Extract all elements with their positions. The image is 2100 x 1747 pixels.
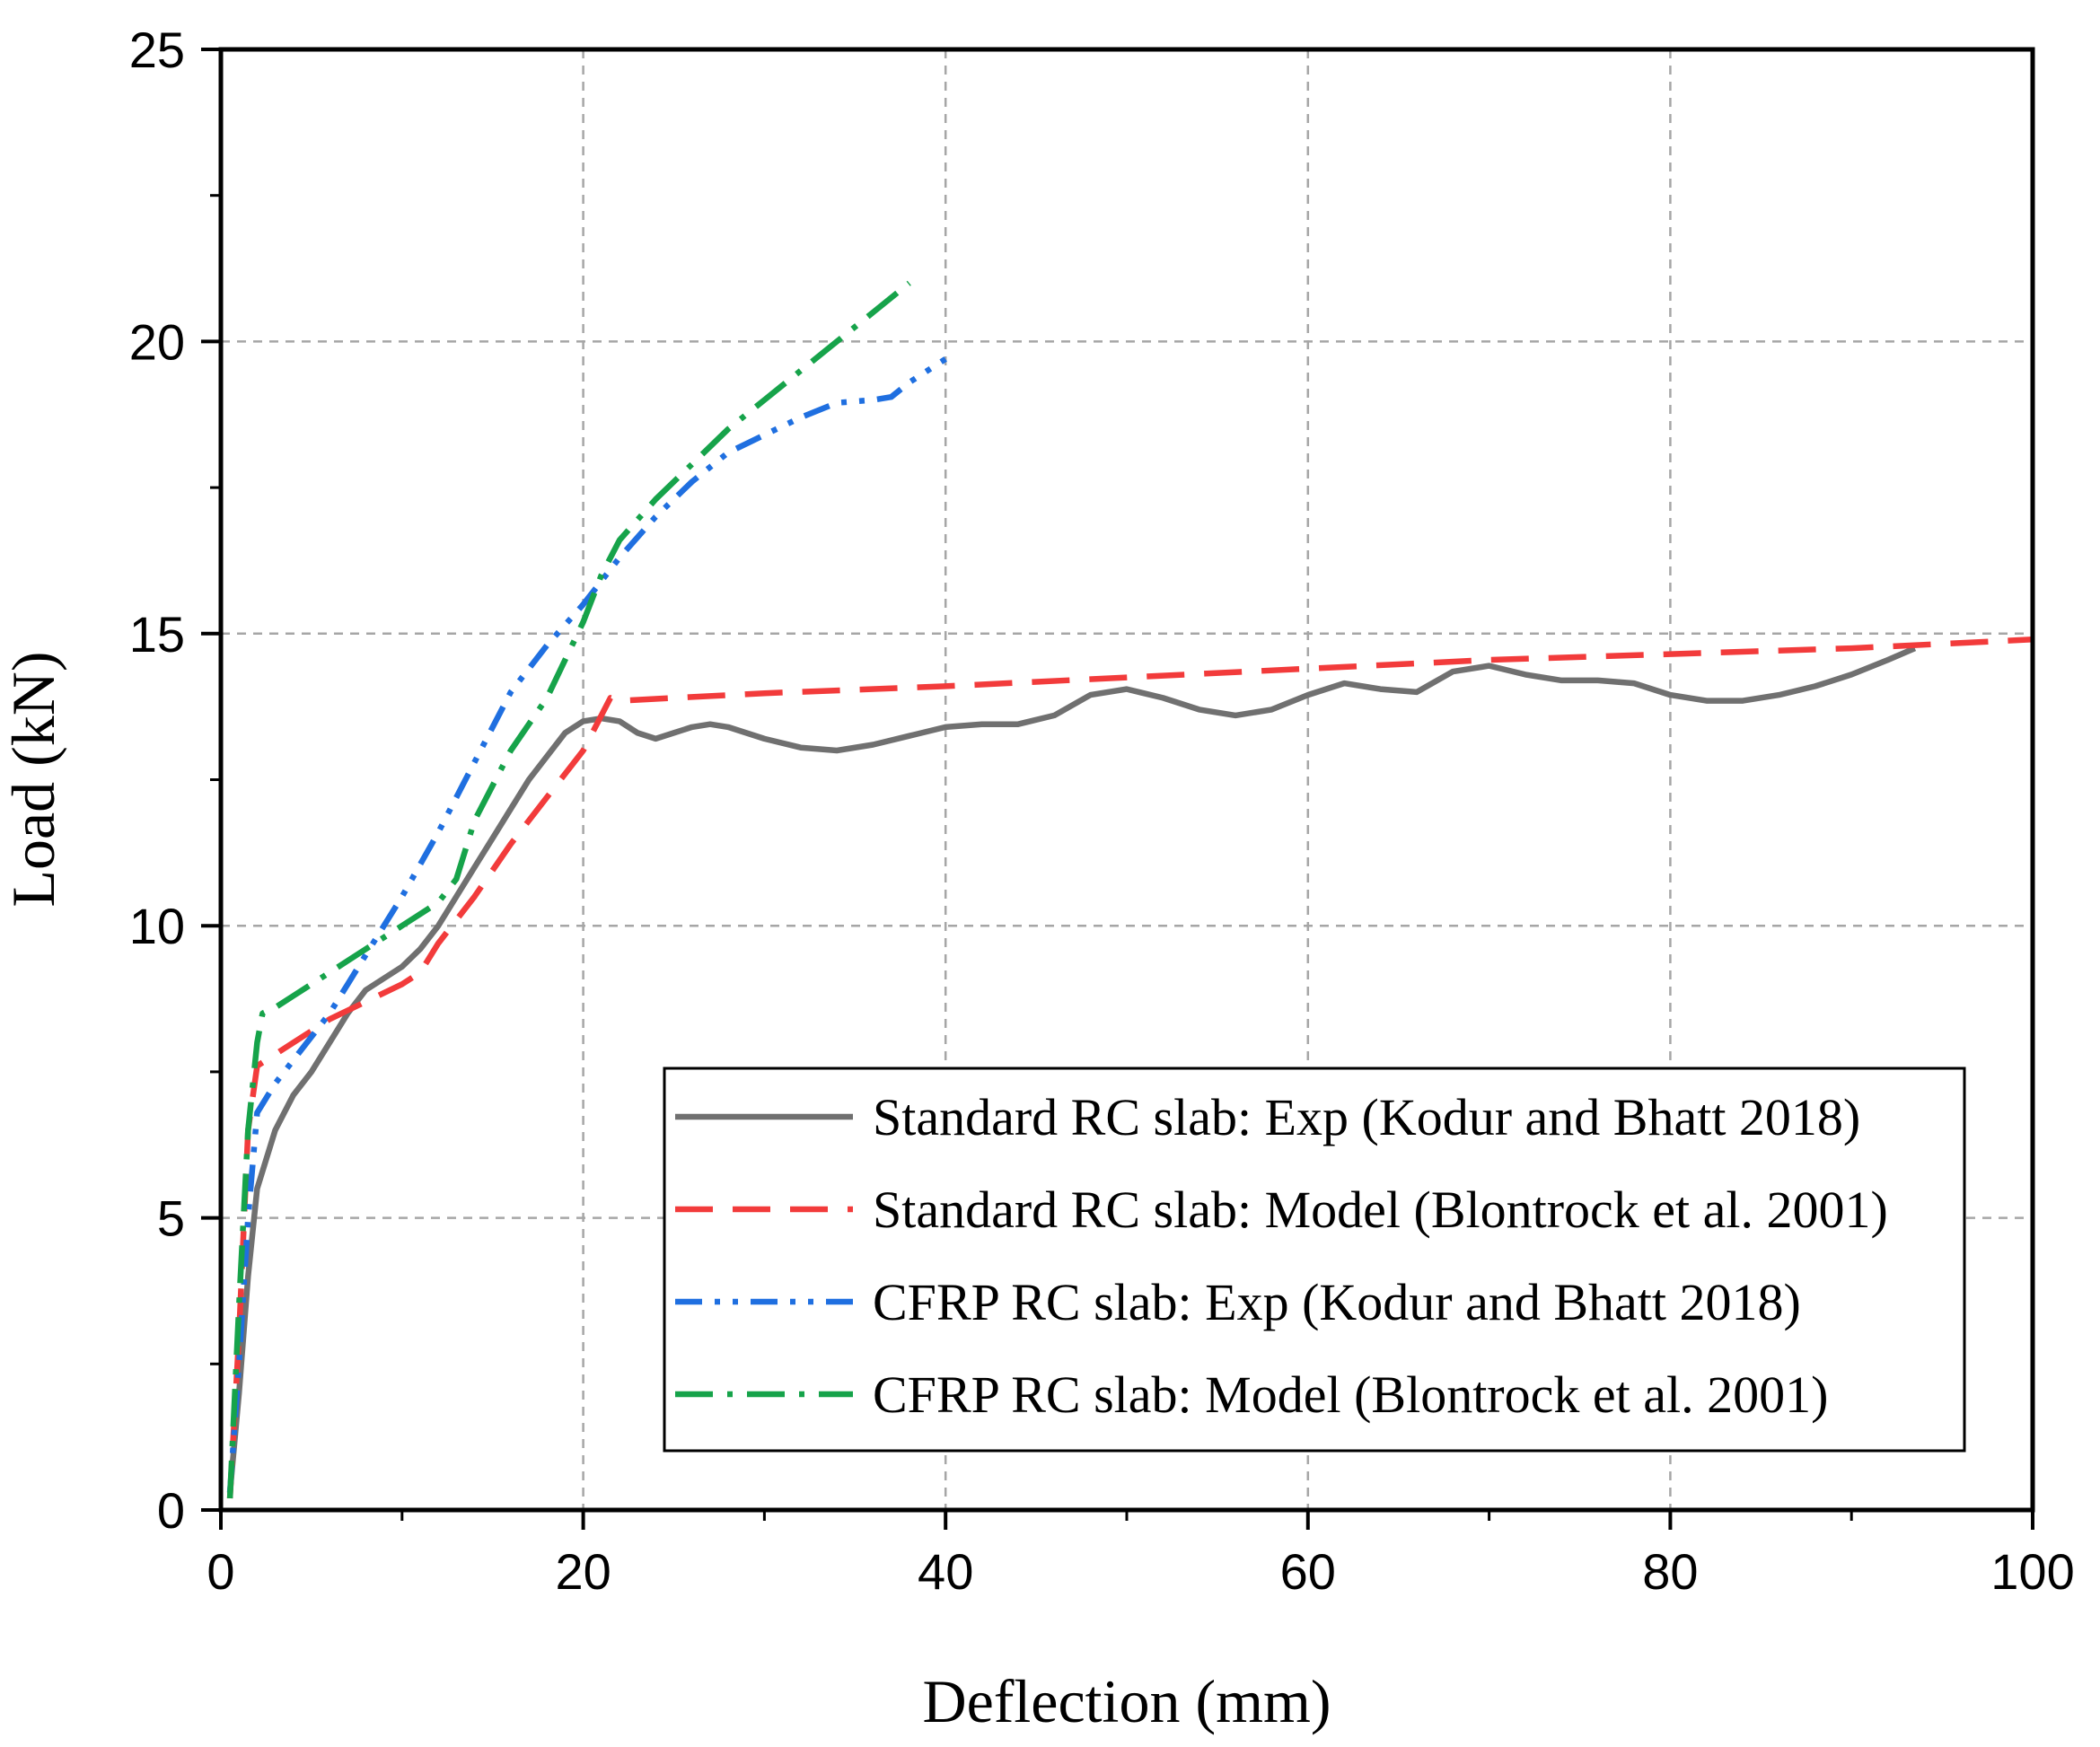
axis-ticks — [201, 48, 2034, 1530]
y-tick-label: 20 — [129, 313, 185, 370]
y-tick-label: 25 — [129, 22, 185, 78]
legend-label-2: Standard RC slab: Model (Blontrock et al… — [873, 1181, 1888, 1239]
x-tick-label: 100 — [1990, 1543, 2074, 1600]
series-line-3 — [226, 356, 947, 1493]
series-group — [226, 280, 2033, 1499]
legend-box — [663, 1067, 1966, 1453]
series-line-4 — [226, 280, 911, 1499]
x-tick-label: 20 — [555, 1543, 611, 1600]
y-axis-title: Load (kN) — [0, 651, 67, 907]
legend-label-4: CFRP RC slab: Model (Blontrock et al. 20… — [873, 1365, 1828, 1424]
axis-tick-labels: 0 20 40 60 80 100 0 5 10 15 20 25 — [129, 22, 2075, 1600]
x-axis-title: Deflection (mm) — [922, 1667, 1331, 1735]
y-tick-label: 5 — [157, 1190, 185, 1247]
y-tick-label: 15 — [129, 606, 185, 663]
x-tick-label: 80 — [1642, 1543, 1698, 1600]
x-tick-label: 0 — [206, 1543, 234, 1600]
legend-label-1: Standard RC slab: Exp (Kodur and Bhatt 2… — [873, 1088, 1860, 1146]
y-tick-label: 0 — [157, 1482, 185, 1539]
series-line-2 — [226, 636, 2033, 1499]
x-tick-label: 40 — [918, 1543, 973, 1600]
x-tick-label: 60 — [1280, 1543, 1336, 1600]
series-line-1 — [226, 645, 1917, 1493]
legend-label-3: CFRP RC slab: Exp (Kodur and Bhatt 2018) — [873, 1273, 1801, 1331]
legend: Standard RC slab: Exp (Kodur and Bhatt 2… — [663, 1067, 1966, 1453]
y-tick-label: 10 — [129, 898, 185, 954]
